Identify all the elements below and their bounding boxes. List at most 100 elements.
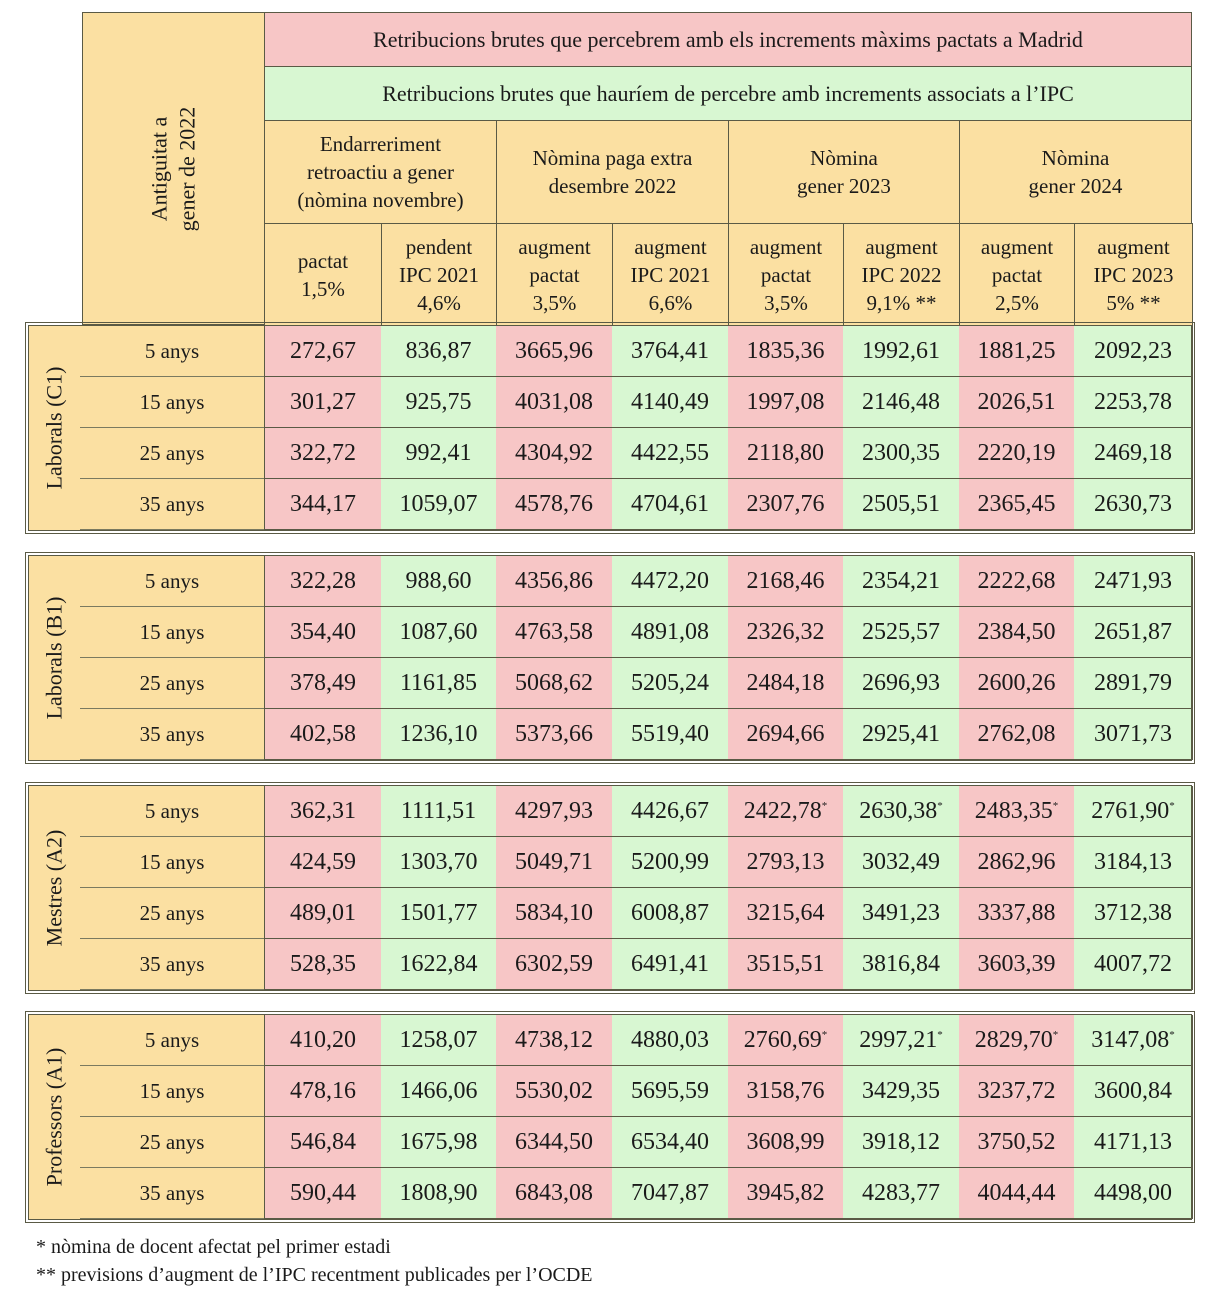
table-row: 25 anys 322,72 992,41 4304,92 4422,55 2118,80…: [80, 428, 1193, 479]
footnote-marker: *: [1169, 799, 1175, 812]
cell-value: 4297,93: [515, 797, 593, 824]
table-cell: 4426,67: [612, 786, 729, 837]
table-cell: 410,20: [264, 1015, 382, 1066]
period-line: gener 2023: [797, 174, 891, 198]
table-cell: 4171,13: [1074, 1117, 1193, 1168]
table-cell: 2354,21: [843, 556, 960, 607]
cell-value: 272,67: [290, 337, 356, 364]
table-cell: 3945,82: [728, 1168, 844, 1219]
cell-value: 4738,12: [515, 1026, 593, 1053]
table-cell: 4498,00: [1074, 1168, 1193, 1219]
table-cell: 3237,72: [959, 1066, 1075, 1117]
cell-value: 3429,35: [862, 1077, 940, 1104]
table-cell: 2484,18: [728, 658, 844, 709]
cell-value: 3712,38: [1094, 899, 1172, 926]
table-cell: 6008,87: [612, 888, 729, 939]
table-cell: 1675,98: [381, 1117, 497, 1168]
cell-value: 2168,46: [746, 567, 825, 594]
group-laborals-b1: Laborals (B1) 5 anys 322,28 988,60 4356,86 44…: [25, 552, 1195, 764]
table-cell: 2307,76: [728, 479, 844, 530]
table-row: 35 anys 344,17 1059,07 4578,76 4704,61 2307,7…: [80, 479, 1193, 530]
cell-value: 1997,08: [746, 388, 825, 415]
row-antiguitat-label: 5 anys: [80, 786, 264, 837]
group-label-text: Professors (A1): [41, 1047, 67, 1187]
cell-value: 1059,07: [399, 490, 478, 517]
table-cell: 3750,52: [959, 1117, 1075, 1168]
column-header-line: augment: [749, 234, 823, 259]
cell-value: 489,01: [290, 899, 356, 926]
row-antiguitat-label: 15 anys: [80, 1066, 264, 1117]
column-header: augment IPC 2023 5% **: [1074, 223, 1193, 326]
table-cell: 5068,62: [496, 658, 613, 709]
table-cell: 2092,23: [1074, 326, 1193, 377]
group-professors-a1: Professors (A1) 5 anys 410,20 1258,07 4738,1…: [25, 1011, 1195, 1223]
table-cell: 4283,77: [843, 1168, 960, 1219]
cell-value: 2862,96: [977, 848, 1056, 875]
cell-value: 6491,41: [631, 950, 709, 977]
cell-value: 362,31: [290, 797, 356, 824]
cell-value: 1303,70: [399, 848, 478, 875]
column-header: pendent IPC 2021 4,6%: [381, 223, 497, 326]
group-label-text: Mestres (A2): [41, 829, 67, 947]
group-label: Laborals (C1): [28, 325, 80, 531]
row-antiguitat-label: 35 anys: [80, 479, 264, 530]
table-cell: 4738,12: [496, 1015, 613, 1066]
column-header-line: pendent: [405, 234, 473, 259]
antiguitat-line-2: gener de 2022: [174, 106, 200, 231]
cell-value: 2505,51: [862, 490, 940, 517]
cell-value: 4304,92: [515, 439, 593, 466]
table-cell: 2793,13: [728, 837, 844, 888]
table-cell: 2300,35: [843, 428, 960, 479]
table-cell: 3764,41: [612, 326, 729, 377]
group-label-text: Laborals (C1): [41, 366, 67, 490]
cell-value: 424,59: [290, 848, 356, 875]
table-cell: 992,41: [381, 428, 497, 479]
table-row: 5 anys 410,20 1258,07 4738,12 4880,03 2760,69…: [80, 1015, 1193, 1066]
table-cell: 2222,68: [959, 556, 1075, 607]
column-header: augment pactat 2,5%: [959, 223, 1075, 326]
table-cell: 5049,71: [496, 837, 613, 888]
table-row: 35 anys 402,58 1236,10 5373,66 5519,40 2694,6…: [80, 709, 1193, 760]
table-row: 5 anys 362,31 1111,51 4297,93 4426,67 2422,78…: [80, 786, 1193, 837]
cell-value: 6344,50: [515, 1128, 593, 1155]
cell-value: 925,75: [405, 388, 472, 415]
column-header-line: augment: [1097, 234, 1170, 259]
table-cell: 2630,38*: [843, 786, 960, 837]
table-cell: 3184,13: [1074, 837, 1193, 888]
cell-value: 2829,70*: [974, 1026, 1059, 1053]
cell-value: 3816,84: [862, 950, 940, 977]
row-antiguitat-label: 35 anys: [80, 939, 264, 990]
cell-value: 354,40: [290, 618, 356, 645]
table-cell: 2862,96: [959, 837, 1075, 888]
table-cell: 378,49: [264, 658, 382, 709]
cell-value: 2696,93: [862, 669, 940, 696]
cell-value: 6534,40: [631, 1128, 709, 1155]
row-antiguitat-label: 25 anys: [80, 1117, 264, 1168]
cell-value: 5205,24: [631, 669, 709, 696]
cell-value: 2891,79: [1094, 669, 1172, 696]
table-cell: 424,59: [264, 837, 382, 888]
footnote-marker: *: [1169, 1028, 1175, 1041]
group-label: Laborals (B1): [28, 555, 80, 761]
cell-value: 4891,08: [631, 618, 709, 645]
table-cell: 2422,78*: [728, 786, 844, 837]
table-cell: 4297,93: [496, 786, 613, 837]
table-cell: 4704,61: [612, 479, 729, 530]
cell-value: 2694,66: [746, 720, 825, 747]
cell-value: 6008,87: [631, 899, 709, 926]
cell-value: 2092,23: [1094, 337, 1172, 364]
table-cell: 301,27: [264, 377, 382, 428]
table-row: 15 anys 301,27 925,75 4031,08 4140,49 1997,08…: [80, 377, 1193, 428]
table-cell: 478,16: [264, 1066, 382, 1117]
table-cell: 6491,41: [612, 939, 729, 990]
table-cell: 6302,59: [496, 939, 613, 990]
footnote-1: * nòmina de docent afectat pel primer es…: [36, 1236, 391, 1258]
column-header-line: 5% **: [1106, 290, 1161, 315]
period-paga-extra: Nòmina paga extra desembre 2022: [496, 120, 729, 224]
cell-value: 2630,73: [1094, 490, 1172, 517]
table-cell: 2365,45: [959, 479, 1075, 530]
table-cell: 4880,03: [612, 1015, 729, 1066]
cell-value: 3764,41: [631, 337, 709, 364]
antiguitat-header: Antiguitat a gener de 2022: [82, 12, 265, 325]
column-header: augment IPC 2021 6,6%: [612, 223, 729, 326]
